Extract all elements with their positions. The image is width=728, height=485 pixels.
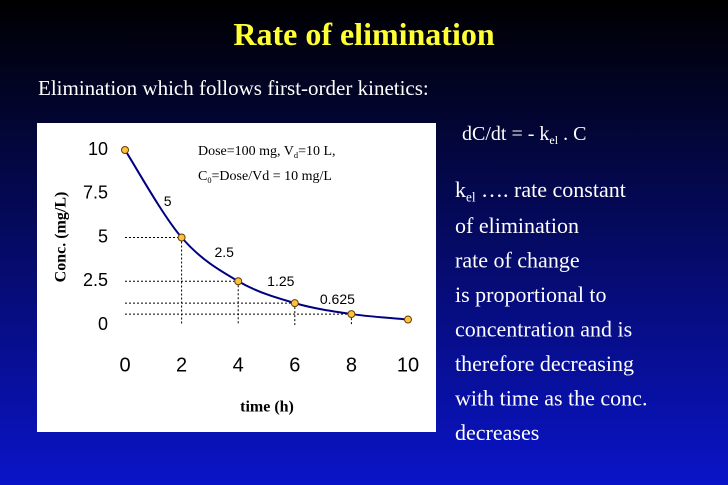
- x-tick-label: 8: [346, 354, 357, 376]
- equation-sub: el: [549, 133, 558, 147]
- body-line: concentration and is: [455, 317, 632, 342]
- point: [290, 299, 299, 308]
- annotation: C0=Dose/Vd = 10 mg/L: [198, 169, 332, 185]
- definition: kel …. rate constant: [455, 177, 626, 204]
- y-tick-label: 7.5: [83, 183, 108, 203]
- annotation-part: Dose=100 mg, V: [198, 144, 294, 159]
- data-label: 2.5: [214, 244, 234, 260]
- data-label: 0.625: [320, 291, 355, 307]
- data-label: 1.25: [267, 273, 294, 289]
- point: [121, 146, 129, 154]
- annotation: Dose=100 mg, Vd=10 L,: [198, 144, 336, 160]
- x-tick-label: 0: [119, 354, 130, 376]
- point: [234, 277, 243, 286]
- y-tick-label: 5: [98, 226, 108, 246]
- x-tick-label: 4: [233, 354, 244, 376]
- x-tick-label: 6: [289, 354, 300, 376]
- slide-title: Rate of elimination: [233, 16, 495, 52]
- x-tick-label: 2: [176, 354, 187, 376]
- point: [177, 233, 186, 242]
- annotation-part: =10 L,: [298, 144, 335, 159]
- y-tick-label: 0: [98, 314, 108, 334]
- point: [347, 310, 356, 319]
- body-line: rate of change: [455, 248, 580, 273]
- y-tick-label: 10: [88, 139, 108, 159]
- y-tick-label: 2.5: [83, 270, 108, 290]
- data-label: 5: [164, 193, 172, 209]
- x-axis-title: time (h): [240, 399, 294, 416]
- body-line: with time as the conc.: [455, 386, 647, 411]
- body-line: decreases: [455, 420, 539, 445]
- equation-part: dC/dt = - k: [462, 123, 549, 145]
- annotation-sub: 0: [207, 176, 211, 185]
- definition-part: …. rate constant: [476, 177, 626, 202]
- x-tick-label: 10: [397, 354, 419, 376]
- plot: 0 2.5 5 7.5 10 0 2 4 6 8 10 time (h) Conc. (mg/L) Dos…: [53, 139, 419, 416]
- point: [404, 315, 412, 324]
- definition-part: k: [455, 177, 466, 202]
- definition-sub: el: [466, 189, 476, 204]
- body-line: is proportional to: [455, 282, 607, 307]
- annotation-sub: d: [294, 151, 299, 160]
- chart-panel: [37, 123, 436, 432]
- equation-part: . C: [558, 123, 586, 145]
- equation: dC/dt = - kel . C: [462, 123, 586, 147]
- y-axis-title: Conc. (mg/L): [53, 192, 70, 283]
- slide-subtitle: Elimination which follows first-order ki…: [38, 76, 429, 100]
- annotation-part: =Dose/Vd = 10 mg/L: [212, 169, 332, 184]
- body-line: therefore decreasing: [455, 351, 634, 376]
- body-line: of elimination: [455, 213, 579, 238]
- annotation-part: C: [198, 169, 207, 184]
